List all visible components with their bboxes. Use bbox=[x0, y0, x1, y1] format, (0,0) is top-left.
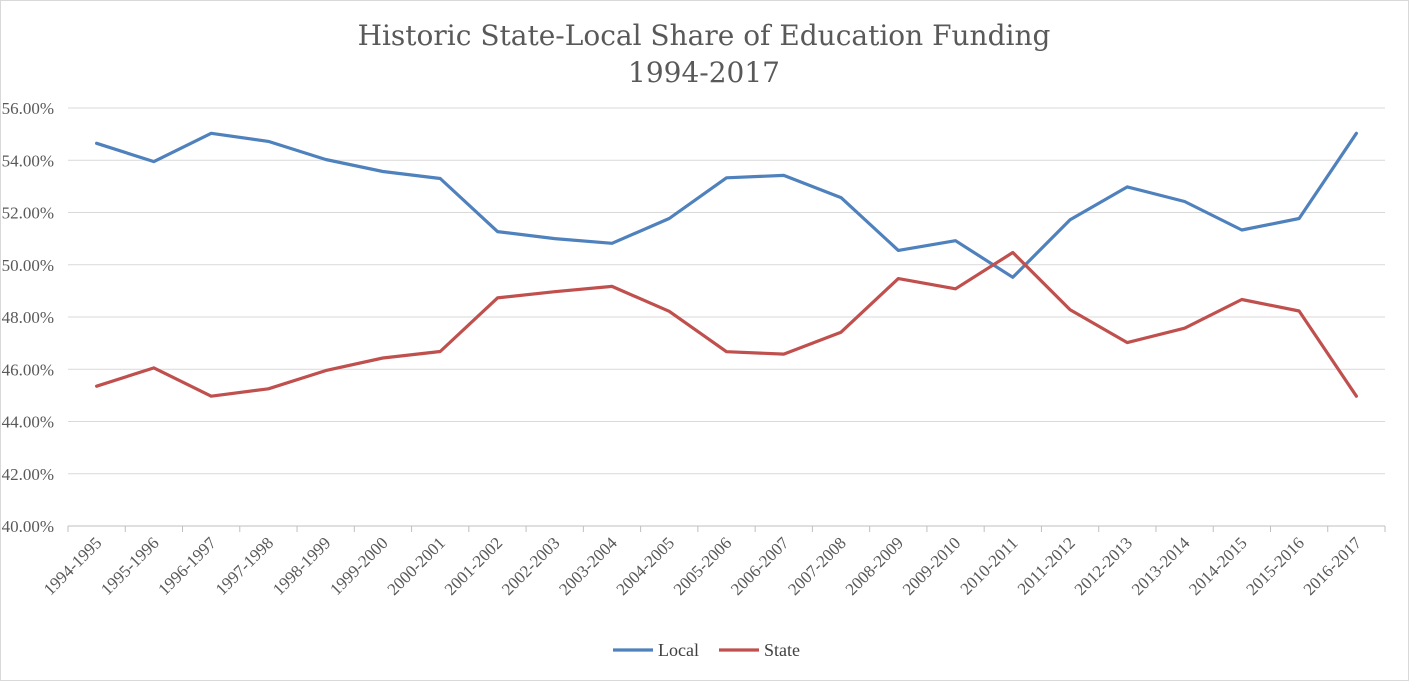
y-tick-label: 40.00% bbox=[2, 517, 54, 536]
x-tick-label: 2009-2010 bbox=[899, 533, 965, 599]
y-tick-label: 50.00% bbox=[2, 256, 54, 275]
x-axis-ticks: 1994-19951995-19961996-19971997-19981998… bbox=[40, 526, 1386, 599]
y-tick-label: 56.00% bbox=[2, 99, 54, 118]
series-lines bbox=[94, 131, 1359, 398]
chart-title: Historic State-Local Share of Education … bbox=[358, 19, 1051, 52]
legend-label-state: State bbox=[764, 640, 800, 660]
x-tick-label: 1997-1998 bbox=[212, 533, 278, 599]
x-tick-label: 2010-2011 bbox=[957, 533, 1022, 598]
x-tick-label: 1998-1999 bbox=[269, 533, 335, 599]
x-tick-label: 1994-1995 bbox=[40, 533, 106, 599]
series-line-local bbox=[94, 131, 1359, 279]
y-axis-ticks: 40.00% 42.00% 44.00% 46.00% 48.00% 50.00% 52.0… bbox=[2, 99, 54, 536]
x-tick-label: 2005-2006 bbox=[670, 533, 736, 599]
x-tick-label: 2016-2017 bbox=[1300, 533, 1366, 599]
x-tick-label: 2000-2001 bbox=[383, 533, 449, 599]
x-tick-label: 2007-2008 bbox=[784, 533, 850, 599]
x-tick-label: 2013-2014 bbox=[1128, 533, 1194, 599]
x-tick-label: 2004-2005 bbox=[613, 533, 679, 599]
x-tick-label: 2003-2004 bbox=[555, 533, 621, 599]
x-tick-label: 1995-1996 bbox=[97, 533, 163, 599]
x-tick-label: 2012-2013 bbox=[1071, 533, 1137, 599]
y-tick-label: 54.00% bbox=[2, 151, 54, 170]
x-tick-label: 2015-2016 bbox=[1242, 533, 1308, 599]
chart-subtitle: 1994-2017 bbox=[628, 56, 780, 89]
y-tick-label: 52.00% bbox=[2, 204, 54, 223]
legend: Local State bbox=[613, 640, 800, 660]
y-tick-label: 48.00% bbox=[2, 308, 54, 327]
x-tick-label: 2001-2002 bbox=[441, 533, 507, 599]
y-tick-label: 42.00% bbox=[2, 465, 54, 484]
gridlines bbox=[68, 107, 1385, 527]
x-tick-label: 2014-2015 bbox=[1185, 533, 1251, 599]
x-tick-label: 2002-2003 bbox=[498, 533, 564, 599]
x-tick-label: 2011-2012 bbox=[1014, 533, 1079, 598]
legend-label-local: Local bbox=[658, 640, 699, 660]
x-tick-label: 2008-2009 bbox=[842, 533, 908, 599]
x-tick-label: 1999-2000 bbox=[326, 533, 392, 599]
y-tick-label: 46.00% bbox=[2, 360, 54, 379]
x-tick-label: 2006-2007 bbox=[727, 533, 793, 599]
x-tick-label: 1996-1997 bbox=[154, 533, 220, 599]
series-line-state bbox=[94, 250, 1359, 398]
y-tick-label: 44.00% bbox=[2, 413, 54, 432]
